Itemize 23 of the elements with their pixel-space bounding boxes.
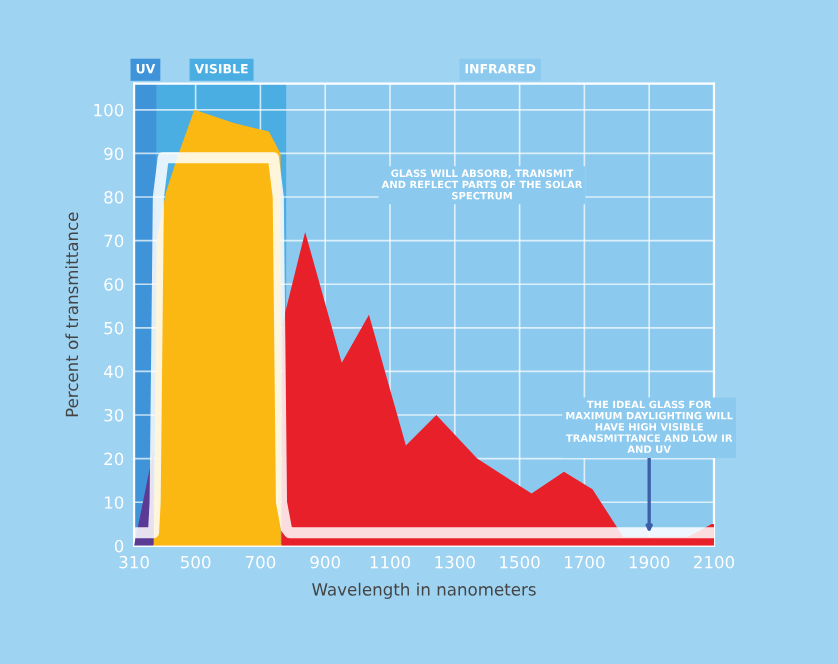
y-tick-label: 90 (104, 147, 124, 160)
y-axis-title: Percent of transmittance (65, 212, 79, 417)
y-tick-label: 60 (104, 278, 124, 291)
x-tick-label: 500 (181, 555, 211, 569)
y-tick-label: 50 (104, 321, 124, 335)
y-tick-label: 20 (104, 452, 124, 466)
x-tick-label: 1900 (629, 555, 670, 569)
x-tick-label: 1700 (565, 555, 605, 569)
y-tick-label: 30 (104, 408, 124, 422)
x-tick-label: 2100 (693, 555, 735, 569)
x-axis-title: Wavelength in nanometers (312, 582, 536, 599)
x-tick-label: 700 (245, 555, 276, 569)
x-tick-label: 1500 (500, 555, 540, 569)
y-tick-label: 40 (103, 365, 124, 378)
y-tick-label: 0 (114, 539, 124, 553)
x-tick-label: 1300 (435, 555, 475, 569)
y-tick-label: 70 (104, 234, 124, 248)
y-tick-label: 80 (104, 190, 124, 204)
x-tick-label: 310 (119, 555, 149, 569)
y-tick-label: 10 (104, 496, 124, 509)
x-tick-label: 900 (310, 555, 341, 569)
x-tick-label: 1100 (370, 555, 411, 569)
y-tick-label: 100 (94, 103, 124, 117)
